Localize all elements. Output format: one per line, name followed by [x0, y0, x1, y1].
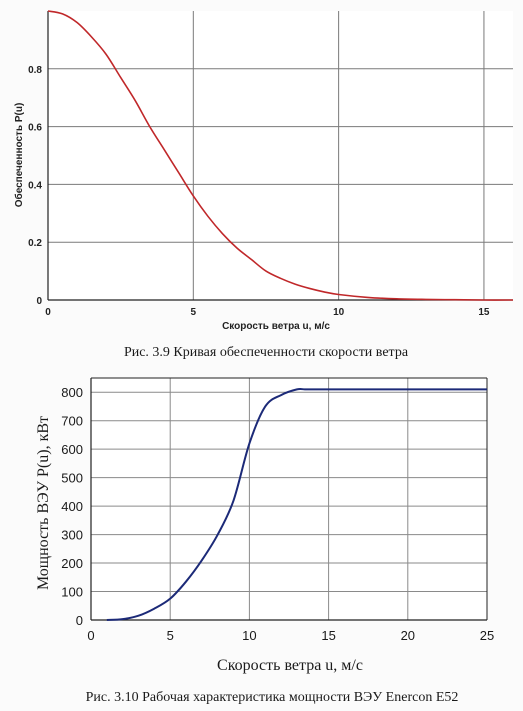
chart-1-series: [47, 10, 514, 301]
x-tick-label: 20: [401, 628, 415, 643]
chart-2-series: [106, 387, 487, 621]
chart-2-axes: [90, 377, 488, 621]
chart-1-x-axis-label: Скорость ветра u, м/с: [222, 321, 330, 332]
x-tick-label: 0: [87, 628, 94, 643]
x-tick-label: 0: [45, 307, 51, 318]
y-tick-label: 400: [61, 499, 83, 514]
x-tick-label: 10: [242, 628, 256, 643]
y-tick-label: 700: [61, 414, 83, 429]
series-line: [106, 387, 487, 621]
chart-1-grid: [48, 11, 513, 300]
chart-2: 0 5 10 15 20 25 0 100 200 300 400 500 600 700 800 Скор…: [35, 377, 494, 705]
y-tick-label: 0.6: [28, 123, 42, 134]
x-tick-label: 5: [167, 628, 174, 643]
chart-2-caption: Рис. 3.10 Рабочая характеристика мощност…: [86, 690, 459, 705]
x-tick-label: 15: [478, 307, 490, 318]
y-tick-label: 200: [61, 556, 83, 571]
chart-1: 0 5 10 15 0 0.2 0.4 0.6 0.8 Скорость ветра u, м/…: [13, 10, 514, 360]
x-tick-label: 10: [333, 307, 345, 318]
chart-1-caption: Рис. 3.9 Кривая обеспеченности скорости …: [124, 345, 409, 360]
chart-1-y-axis-label: Обеспеченность P(u): [13, 103, 25, 208]
y-tick-label: 0: [76, 613, 83, 628]
y-tick-label: 600: [61, 442, 83, 457]
y-tick-label: 0.8: [28, 65, 42, 76]
plot-area: [91, 378, 487, 620]
plot-area: [48, 11, 513, 300]
chart-2-y-axis-label: Мощность ВЭУ P(u), кВт: [35, 416, 52, 590]
x-tick-label: 15: [321, 628, 335, 643]
chart-1-tick-labels: 0 5 10 15 0 0.2 0.4 0.6 0.8: [28, 65, 490, 318]
chart-2-tick-labels: 0 5 10 15 20 25 0 100 200 300 400 500 600 700 800: [61, 385, 494, 643]
chart-2-grid: [91, 378, 488, 620]
x-tick-label: 25: [480, 628, 494, 643]
y-tick-label: 0.2: [28, 238, 42, 249]
y-tick-label: 800: [61, 385, 83, 400]
chart-2-x-axis-label: Скорость ветра u, м/с: [217, 657, 363, 674]
y-tick-label: 0: [36, 296, 42, 307]
y-tick-label: 500: [61, 471, 83, 486]
x-tick-label: 5: [191, 307, 197, 318]
y-tick-label: 300: [61, 528, 83, 543]
series-line: [47, 10, 514, 301]
y-tick-label: 0.4: [28, 180, 42, 191]
y-tick-label: 100: [61, 585, 83, 600]
